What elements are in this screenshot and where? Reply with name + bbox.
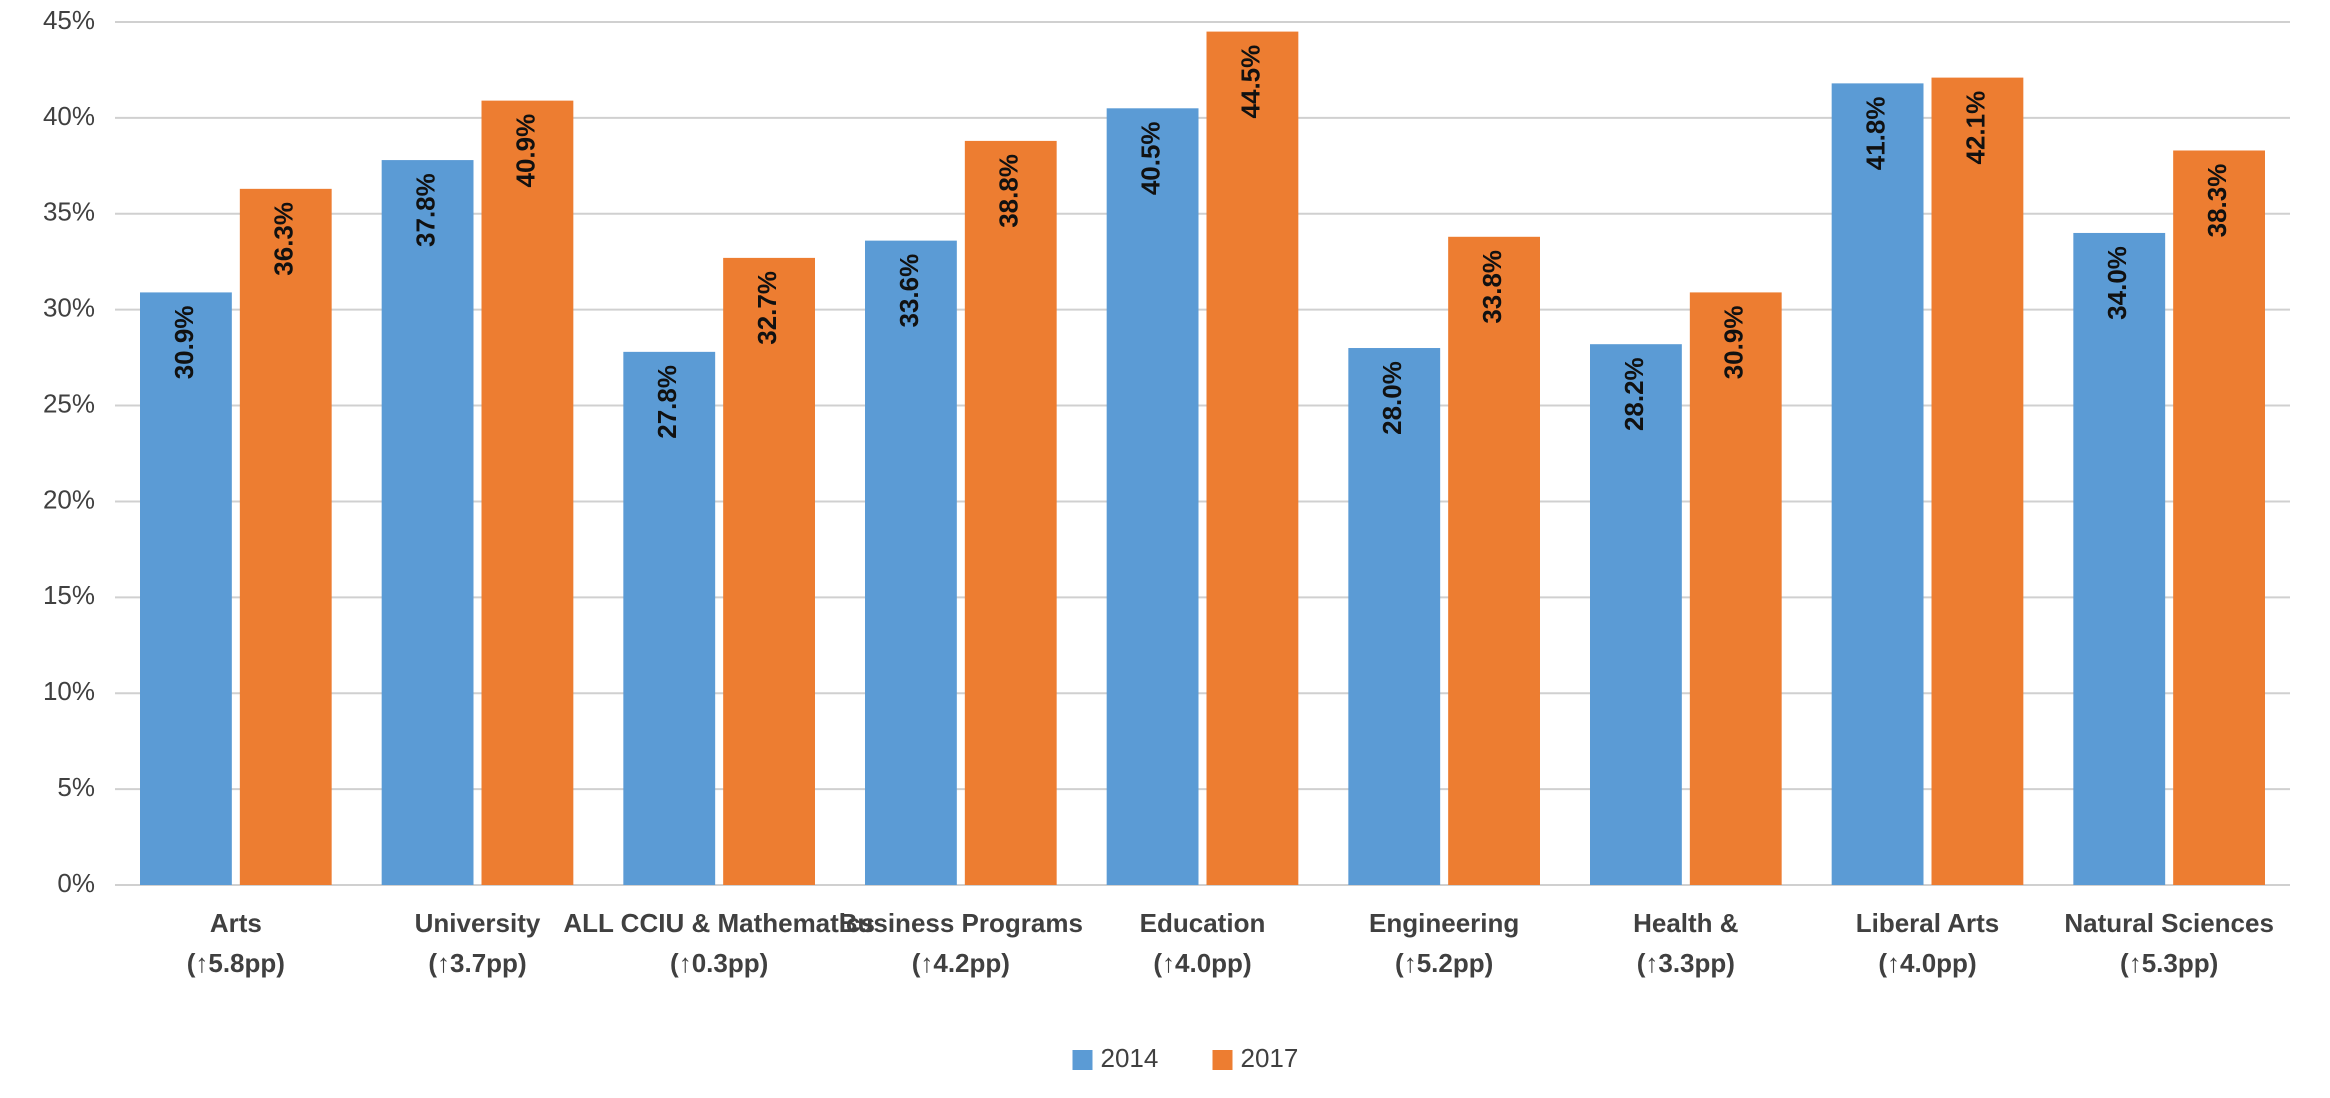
bar [623,351,716,885]
value-label: 40.9% [510,114,540,188]
bar [1348,348,1441,885]
value-label: 38.8% [994,154,1024,228]
bar [1590,344,1682,886]
value-label: 44.5% [1235,45,1265,119]
bar [865,240,957,886]
value-label: 30.9% [1719,306,1749,380]
x-tick-note: (↑4.2pp) [912,948,1010,978]
bar [1448,236,1540,885]
value-label: 32.7% [752,271,782,345]
value-label: 27.8% [652,365,682,439]
x-tick-label: University [415,908,541,938]
bar [140,292,232,885]
y-tick-label: 35% [43,197,95,227]
bar [2173,150,2265,886]
x-tick-label: Engineering [1369,908,1519,938]
value-label: 36.3% [269,202,299,276]
bar [723,257,815,885]
legend-swatch [1072,1050,1093,1070]
x-tick-note: (↑3.7pp) [428,948,526,978]
x-tick-note: (↑5.2pp) [1395,948,1493,978]
value-label: 41.8% [1860,97,1890,171]
value-label: 28.2% [1619,357,1649,431]
y-tick-label: 20% [43,484,95,514]
value-label: 40.5% [1135,121,1165,195]
bar [239,188,332,885]
bar [1931,77,2024,886]
value-label: 38.3% [2202,164,2232,238]
legend-label: 2017 [1241,1043,1299,1073]
y-tick-label: 25% [43,388,95,418]
x-tick-label: Education [1140,908,1266,938]
y-tick-label: 0% [57,868,95,898]
value-label: 28.0% [1377,361,1407,435]
value-label: 33.8% [1477,250,1507,324]
x-tick-label: ALL CCIU & Mathematics [563,908,875,938]
legend-swatch [1212,1050,1233,1070]
x-tick-note: (↑0.3pp) [670,948,768,978]
bar [1831,83,1924,885]
x-tick-note: (↑5.8pp) [187,948,285,978]
bar [1206,31,1299,886]
x-tick-label: Liberal Arts [1856,908,2000,938]
bar [381,160,474,885]
value-label: 37.8% [410,173,440,247]
x-tick-note: (↑4.0pp) [1878,948,1976,978]
value-label: 33.6% [894,254,924,328]
legend-label: 2014 [1101,1043,1159,1073]
bar [2073,232,2166,885]
y-tick-label: 15% [43,580,95,610]
x-tick-label: Natural Sciences [2064,908,2274,938]
value-label: 30.9% [169,306,199,380]
bar [1689,292,1782,885]
x-tick-label: Arts [210,908,262,938]
x-tick-note: (↑3.3pp) [1637,948,1735,978]
y-tick-label: 30% [43,293,95,323]
y-tick-label: 5% [57,772,95,802]
bar [1106,108,1199,886]
y-tick-label: 45% [43,5,95,35]
x-tick-note: (↑5.3pp) [2120,948,2218,978]
x-tick-label: Health & [1633,908,1738,938]
x-tick-note: (↑4.0pp) [1153,948,1251,978]
bar [481,100,574,885]
y-tick-label: 40% [43,101,95,131]
value-label: 42.1% [1960,91,1990,165]
bar [964,140,1057,885]
x-tick-label: Business Programs [839,908,1083,938]
y-tick-label: 10% [43,676,95,706]
value-label: 34.0% [2102,246,2132,320]
